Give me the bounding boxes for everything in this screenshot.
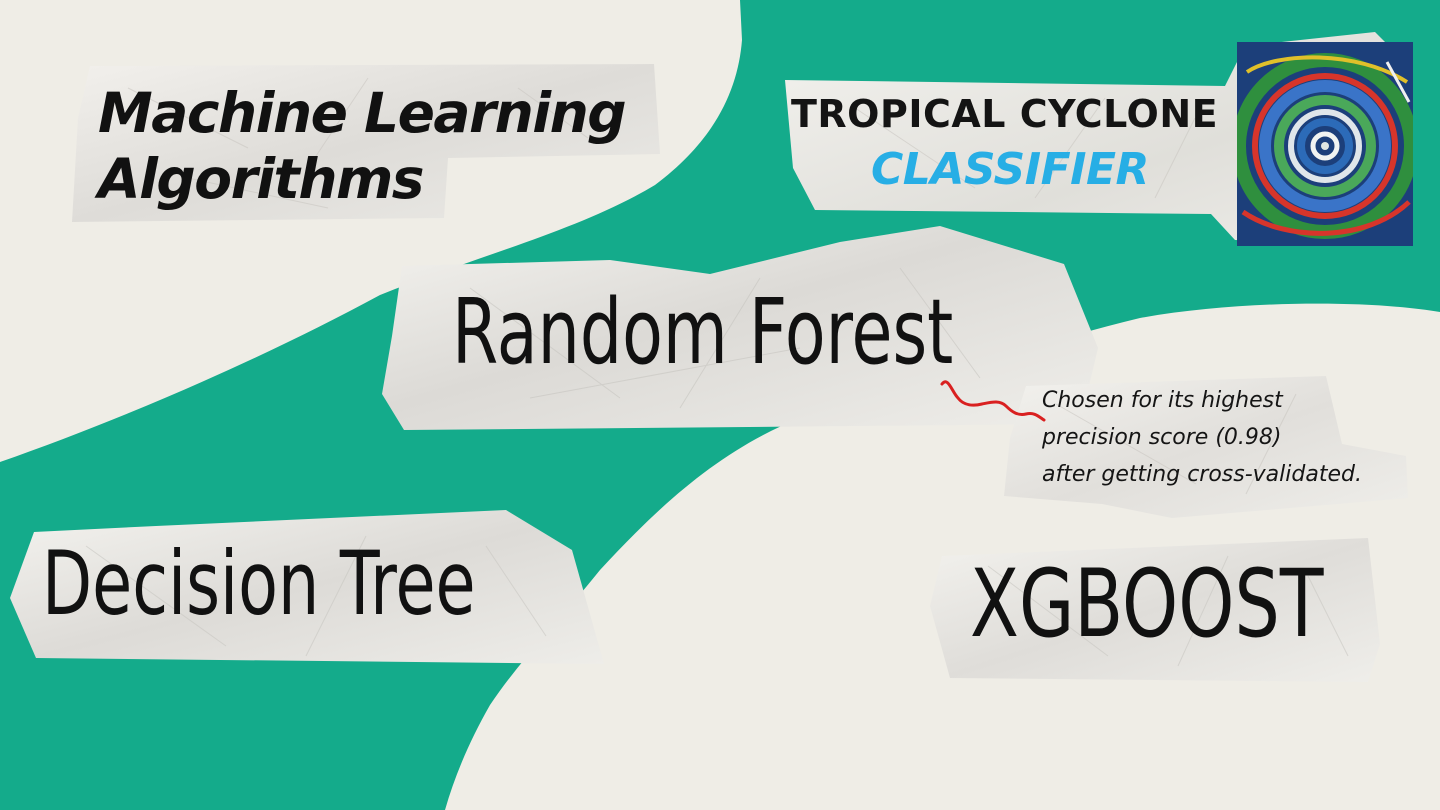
decision-tree-card: Decision Tree	[6, 506, 606, 670]
precision-note-text: Chosen for its highest precision score (…	[1042, 382, 1402, 493]
random-forest-card: Random Forest	[380, 218, 1110, 438]
precision-note-card: Chosen for its highest precision score (…	[996, 374, 1410, 522]
title-card: Machine Learning Algorithms	[68, 58, 668, 234]
paper-texture	[72, 64, 660, 222]
red-squiggle-connector	[940, 380, 1046, 422]
paper-texture	[1004, 376, 1408, 518]
xgboost-card: XGBOOST	[928, 536, 1388, 686]
title-line-2: Algorithms	[98, 147, 425, 211]
cyclone-title-line-1: TROPICAL CYCLONE	[791, 92, 1219, 136]
cyclone-title-line-2: CLASSIFIER	[871, 144, 1149, 195]
paper-texture	[382, 226, 1098, 430]
xgboost-label: XGBOOST	[970, 550, 1324, 659]
note-line-1: Chosen for its highest	[1042, 388, 1283, 413]
cyclone-classifier-card: TROPICAL CYCLONE CLASSIFIER	[775, 28, 1425, 250]
decision-tree-label: Decision Tree	[42, 532, 476, 635]
title-line-1: Machine Learning	[98, 81, 627, 145]
cyclone-swirl-icon	[1237, 42, 1413, 246]
random-forest-label: Random Forest	[452, 280, 954, 385]
paper-texture	[10, 510, 604, 664]
note-line-3: after getting cross-validated.	[1042, 462, 1362, 487]
paper-texture	[930, 538, 1380, 682]
title-text: Machine Learning Algorithms	[98, 80, 627, 212]
note-line-2: precision score (0.98)	[1042, 425, 1282, 450]
